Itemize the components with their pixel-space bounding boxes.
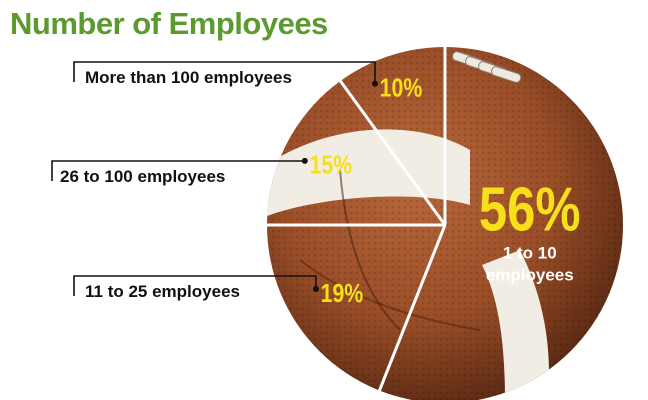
ball-laces [452,51,522,83]
slice-category-label: 1 to 10 [503,243,557,262]
chart-title: Number of Employees [10,6,328,41]
slice-category-label: 26 to 100 employees [60,167,226,186]
leader-line [73,275,317,296]
ball-seam [299,259,481,331]
leader-dot [312,286,319,293]
ball-stripe [267,129,470,218]
slice-category-label: 11 to 25 employees [85,282,240,301]
slice-divider [337,78,447,226]
leader-lines [51,61,378,296]
leader-line [73,61,376,84]
slice-percent-label: 10% [380,73,423,103]
leader-dot [371,80,378,87]
ball-seam [339,169,401,331]
slice-percent-label: 56% [479,176,581,245]
ball-stripe [482,250,550,400]
leader-dot [301,157,308,164]
inner-slice-labels: 1 to 10 employees [486,243,574,284]
slice-dividers [265,45,447,393]
lace [491,66,522,83]
slice-category-label: More than 100 employees [85,68,292,87]
slice-percent-label: 19% [321,279,364,309]
slice-divider [377,224,447,393]
slice-category-label: employees [486,265,574,284]
slice-percent-label: 15% [309,151,352,181]
percent-labels: 56% 19% 15% 10% [309,73,580,308]
